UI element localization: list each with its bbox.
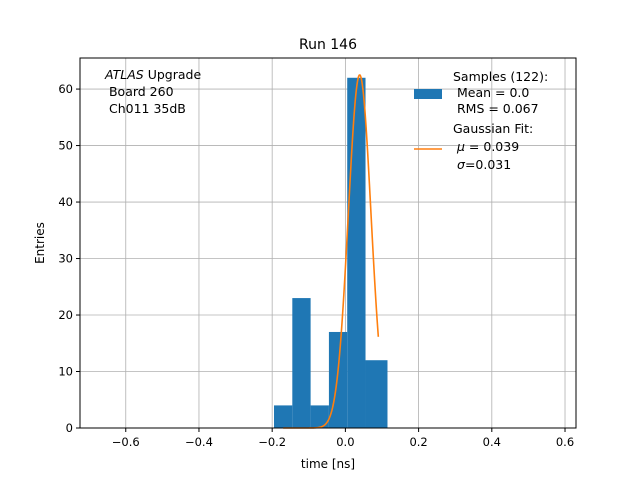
x-tick-label: −0.4: [185, 435, 213, 449]
chart-title: Run 146: [299, 37, 357, 53]
histogram-bar: [292, 298, 311, 428]
histogram-bar: [274, 405, 293, 428]
x-tick-label: 0.6: [556, 435, 574, 449]
y-axis-label: Entries: [33, 222, 47, 264]
y-tick-label: 30: [58, 252, 73, 266]
y-tick-label: 20: [58, 308, 73, 322]
y-tick-label: 50: [58, 139, 73, 153]
y-tick-label: 40: [58, 195, 73, 209]
legend-sigma-symbol: σ: [457, 157, 466, 172]
annotation-atlas: ATLAS: [104, 67, 144, 82]
plot-frame: [79, 57, 577, 429]
y-tick-label: 60: [58, 82, 73, 96]
legend-samples-mean: Mean = 0.0: [453, 85, 529, 100]
y-tick-label: 0: [66, 421, 73, 435]
x-axis-label: time [ns]: [301, 457, 355, 471]
x-tick-label: 0.4: [483, 435, 501, 449]
histogram-bar: [365, 360, 388, 428]
legend-swatch-samples: [414, 89, 442, 99]
legend-samples-rms: RMS = 0.067: [453, 101, 539, 116]
x-tick-label: −0.2: [258, 435, 286, 449]
legend-mu-symbol: μ: [456, 139, 465, 154]
annotation-line-2: Board 260: [105, 84, 174, 99]
y-tick-label: 10: [58, 365, 73, 379]
y-axis-ticks: 0 10 20 30 40 50 60: [58, 82, 80, 435]
legend-sigma-value: =0.031: [465, 157, 511, 172]
histogram-bar: [347, 77, 366, 428]
legend: Samples (122): Mean = 0.0 RMS = 0.067 Ga…: [414, 69, 548, 172]
x-tick-label: 0.0: [336, 435, 354, 449]
annotation-upgrade: Upgrade: [144, 67, 202, 82]
atlas-annotation: ATLAS Upgrade Board 260 Ch011 35dB: [104, 67, 201, 116]
legend-samples-label: Samples (122):: [453, 69, 548, 84]
annotation-line-1: ATLAS Upgrade: [104, 67, 201, 82]
grid-lines: [80, 58, 576, 429]
legend-fit-sigma: σ=0.031: [457, 157, 511, 172]
x-tick-label: −0.6: [112, 435, 140, 449]
annotation-line-3: Ch011 35dB: [105, 101, 186, 116]
histogram-bars: [274, 77, 388, 428]
legend-fit-mu: μ = 0.039: [456, 139, 519, 154]
x-axis-ticks: −0.6 −0.4 −0.2 0.0 0.2 0.4 0.6: [112, 428, 574, 449]
histogram-bar: [310, 405, 329, 428]
legend-mu-value: = 0.039: [465, 139, 519, 154]
x-tick-label: 0.2: [409, 435, 427, 449]
legend-fit-label: Gaussian Fit:: [453, 121, 533, 136]
